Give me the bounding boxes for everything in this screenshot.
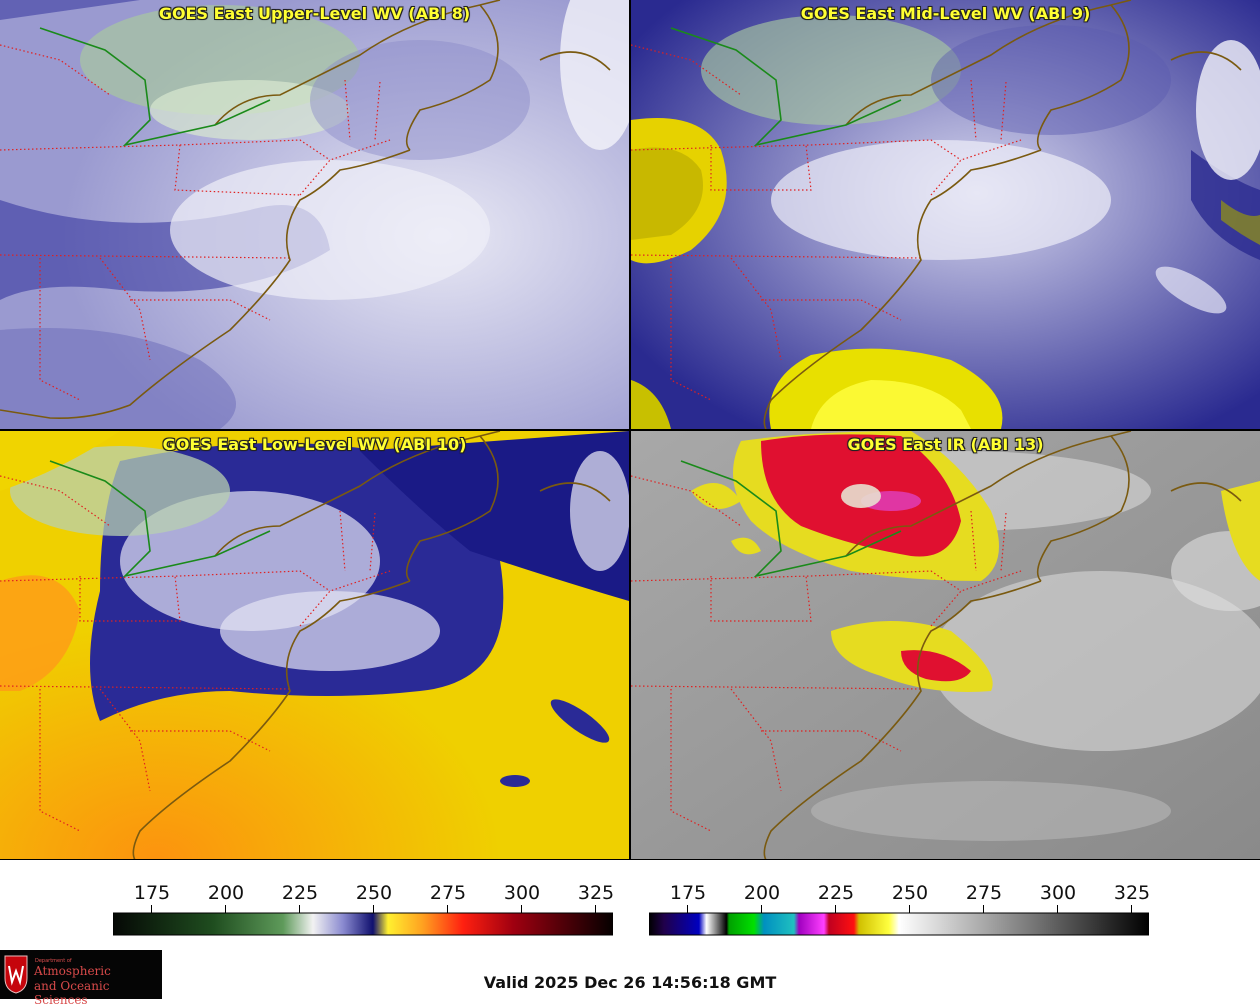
mid-level-wv-image (631, 0, 1260, 429)
bottom-border (0, 859, 1260, 860)
upper-level-wv-image (0, 0, 629, 429)
upper-level-wv-title: GOES East Upper-Level WV (ABI 8) (158, 4, 471, 23)
ir-tick-label: 300 (1039, 882, 1077, 904)
ir-tick-label: 225 (817, 882, 855, 904)
ir-tick-label: 275 (965, 882, 1003, 904)
logo-line-1: Atmospheric (34, 964, 111, 978)
horizontal-divider (0, 429, 1260, 431)
ir-colorbar (649, 905, 1149, 936)
low-level-wv-title: GOES East Low-Level WV (ABI 10) (162, 435, 467, 454)
wv-colorbar (113, 905, 613, 936)
uw-crest-icon (4, 955, 28, 994)
mid-level-wv-panel: GOES East Mid-Level WV (ABI 9) (631, 0, 1260, 429)
wv-tick-label: 300 (503, 882, 541, 904)
wv-tick-label: 200 (207, 882, 245, 904)
upper-level-wv-panel: GOES East Upper-Level WV (ABI 8) (0, 0, 629, 429)
wv-tick-label: 225 (281, 882, 319, 904)
low-level-wv-image (0, 431, 629, 860)
wv-tick-label: 250 (355, 882, 393, 904)
ir-image (631, 431, 1260, 860)
valid-time: Valid 2025 Dec 26 14:56:18 GMT (483, 973, 777, 992)
mid-level-wv-title: GOES East Mid-Level WV (ABI 9) (800, 4, 1091, 23)
ir-tick-label: 250 (891, 882, 929, 904)
ir-tick-label: 200 (743, 882, 781, 904)
ir-tick-label: 175 (669, 882, 707, 904)
ir-title: GOES East IR (ABI 13) (847, 435, 1044, 454)
low-level-wv-panel: GOES East Low-Level WV (ABI 10) (0, 431, 629, 860)
wv-tick-label: 175 (133, 882, 171, 904)
wv-tick-label: 325 (577, 882, 615, 904)
logo-dept-text: Department of (35, 958, 72, 964)
wv-tick-label: 275 (429, 882, 467, 904)
ir-tick-label: 325 (1113, 882, 1151, 904)
ir-panel: GOES East IR (ABI 13) (631, 431, 1260, 860)
